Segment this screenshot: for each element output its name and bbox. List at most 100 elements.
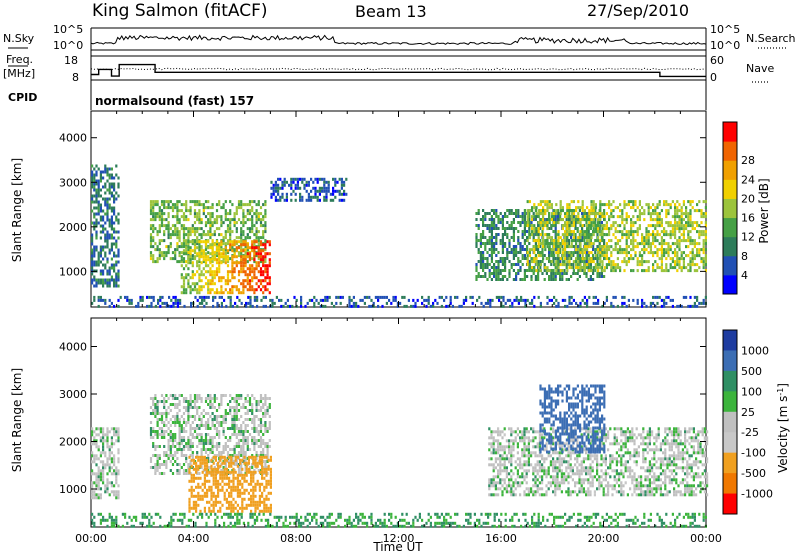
heatmap-cell	[197, 467, 200, 471]
heatmap-cell	[689, 266, 692, 270]
heatmap-cell	[282, 304, 285, 308]
heatmap-cell	[231, 406, 234, 409]
heatmap-cell	[91, 472, 94, 476]
heatmap-cell	[97, 487, 100, 491]
heatmap-cell	[632, 221, 635, 225]
heatmap-cell	[220, 451, 223, 454]
heatmap-cell	[447, 304, 450, 308]
heatmap-cell	[495, 275, 498, 278]
heatmap-cell	[543, 245, 546, 248]
heatmap-cell	[204, 397, 208, 400]
heatmap-cell	[229, 218, 232, 222]
heatmap-cell	[625, 304, 628, 308]
heatmap-cell	[187, 442, 190, 445]
heatmap-cell	[553, 212, 556, 216]
heatmap-cell	[235, 427, 238, 430]
heatmap-cell	[515, 215, 518, 218]
heatmap-cell	[257, 430, 260, 433]
heatmap-cell	[638, 227, 641, 231]
heatmap-cell	[533, 251, 536, 255]
heatmap-cell	[581, 227, 584, 230]
heatmap-cell	[156, 412, 159, 415]
heatmap-cell	[167, 442, 170, 445]
heatmap-cell	[262, 433, 265, 436]
heatmap-cell	[643, 251, 646, 255]
heatmap-cell	[117, 284, 120, 288]
heatmap-cell	[93, 263, 96, 267]
heatmap-cell	[220, 245, 223, 249]
heatmap-cell	[702, 251, 705, 255]
heatmap-cell	[167, 248, 170, 252]
heatmap-cell	[531, 248, 534, 252]
heatmap-cell	[542, 236, 545, 240]
heatmap-cell	[318, 177, 321, 181]
heatmap-cell	[501, 242, 504, 245]
heatmap-cell	[203, 491, 206, 495]
heatmap-cell	[383, 295, 386, 299]
heatmap-cell	[663, 227, 666, 231]
heatmap-cell	[583, 257, 586, 261]
heatmap-cell	[213, 258, 216, 262]
heatmap-cell	[246, 273, 249, 277]
heatmap-cell	[590, 257, 593, 261]
heatmap-cell	[696, 203, 699, 207]
heatmap-cell	[227, 295, 230, 299]
heatmap-cell	[676, 242, 679, 246]
heatmap-cell	[237, 427, 241, 430]
heatmap-cell	[257, 403, 260, 406]
heatmap-cell	[152, 239, 155, 243]
heatmap-cell	[97, 182, 100, 186]
heatmap-cell	[259, 260, 263, 264]
heatmap-cell	[104, 301, 107, 305]
heatmap-cell	[210, 458, 213, 462]
heatmap-cell	[251, 403, 254, 406]
heatmap-cell	[508, 209, 511, 212]
heatmap-cell	[170, 298, 173, 302]
heatmap-cell	[264, 230, 267, 234]
heatmap-cell	[537, 263, 540, 267]
heatmap-cell	[229, 406, 232, 409]
heatmap-cell	[292, 177, 295, 181]
heatmap-cell	[693, 301, 696, 305]
heatmap-cell	[214, 455, 217, 459]
heatmap-cell	[248, 236, 252, 240]
heatmap-cell	[191, 224, 194, 228]
heatmap-cell	[176, 200, 179, 204]
heatmap-cell	[268, 252, 271, 256]
heatmap-cell	[324, 304, 327, 308]
heatmap-cell	[674, 251, 677, 255]
heatmap-cell	[652, 242, 655, 246]
heatmap-cell	[519, 269, 522, 272]
heatmap-cell	[343, 183, 346, 187]
heatmap-cell	[224, 418, 227, 421]
heatmap-cell	[189, 258, 192, 262]
heatmap-cell	[262, 270, 265, 274]
heatmap-cell	[251, 246, 254, 250]
heatmap-cell	[211, 451, 214, 454]
heatmap-cell	[211, 282, 214, 286]
heatmap-cell	[248, 227, 252, 231]
heatmap-cell	[526, 236, 529, 239]
heatmap-cell	[240, 227, 243, 231]
beam-title: Beam 13	[355, 2, 427, 21]
heatmap-cell	[499, 242, 502, 245]
heatmap-cell	[179, 298, 182, 302]
heatmap-cell	[583, 242, 586, 246]
heatmap-cell	[182, 245, 186, 249]
heatmap-cell	[117, 176, 120, 180]
heatmap-cell	[167, 448, 170, 451]
heatmap-cell	[117, 439, 120, 443]
heatmap-cell	[106, 179, 109, 183]
heatmap-cell	[211, 288, 214, 292]
heatmap-cell	[443, 298, 446, 302]
heatmap-cell	[561, 272, 564, 275]
heatmap-cell	[570, 251, 573, 255]
heatmap-cell	[102, 218, 105, 222]
heatmap-cell	[185, 430, 188, 433]
heatmap-cell	[533, 245, 536, 249]
heatmap-cell	[570, 301, 573, 305]
heatmap-cell	[110, 457, 113, 461]
heatmap-cell	[189, 249, 192, 253]
heatmap-cell	[568, 298, 571, 302]
heatmap-cell	[272, 189, 275, 193]
